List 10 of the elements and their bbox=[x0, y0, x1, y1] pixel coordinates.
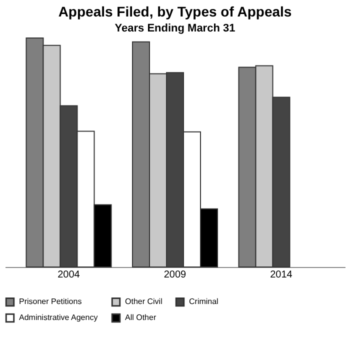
x-tick-label: 2014 bbox=[270, 270, 293, 280]
legend-label: Other Civil bbox=[125, 297, 163, 306]
chart-subtitle: Years Ending March 31 bbox=[114, 22, 236, 34]
x-tick-label: 2004 bbox=[58, 270, 80, 280]
chart-title: Appeals Filed, by Types of Appeals bbox=[58, 4, 292, 20]
legend-label: Criminal bbox=[189, 297, 219, 306]
legend-label: Prisoner Petitions bbox=[19, 297, 82, 306]
x-tick-label: 2009 bbox=[164, 270, 187, 280]
legend-label: Administrative Agency bbox=[19, 313, 98, 322]
legend-label: All Other bbox=[125, 313, 156, 322]
